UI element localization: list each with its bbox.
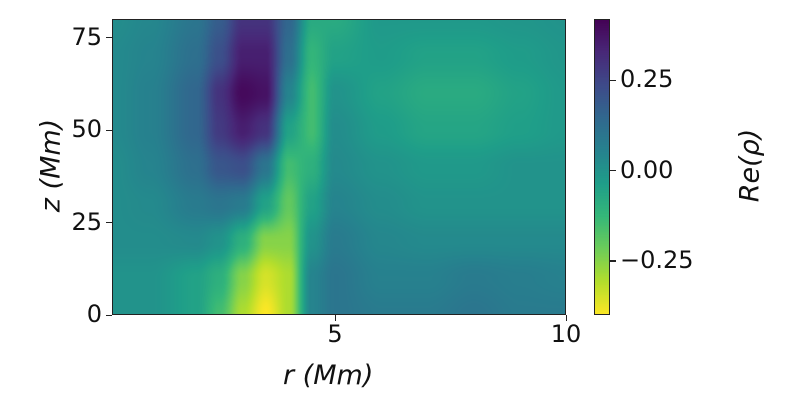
plot-frame: [112, 19, 566, 315]
y-axis-label: z (Mm): [35, 118, 67, 213]
x-axis-label: r (Mm): [283, 360, 374, 391]
x-tick-mark: [565, 315, 567, 321]
colorbar-tick-mark: [610, 260, 616, 262]
y-tick-mark: [106, 129, 112, 131]
y-tick-label: 0: [86, 300, 102, 328]
colorbar-tick-mark: [610, 79, 616, 82]
colorbar-tick-label: 0.00: [620, 155, 674, 184]
y-tick-mark: [106, 314, 112, 316]
y-tick-label: 25: [71, 207, 102, 236]
colorbar-tick-label: −0.25: [620, 245, 694, 274]
heatmap-image: [112, 19, 566, 315]
colorbar-tick-mark: [610, 170, 616, 172]
colorbar-gradient: [594, 19, 610, 315]
y-tick-label: 50: [71, 115, 102, 143]
colorbar-frame: [594, 19, 610, 315]
y-tick-mark: [106, 37, 112, 39]
colorbar-tick-label: 0.25: [620, 65, 674, 94]
x-tick-mark: [334, 315, 336, 321]
y-tick-mark: [106, 222, 112, 224]
y-tick-label: 75: [71, 22, 102, 51]
x-tick-label: 5: [327, 320, 343, 348]
colorbar-label: Re(ρ): [734, 128, 766, 203]
x-tick-label: 10: [550, 320, 582, 348]
